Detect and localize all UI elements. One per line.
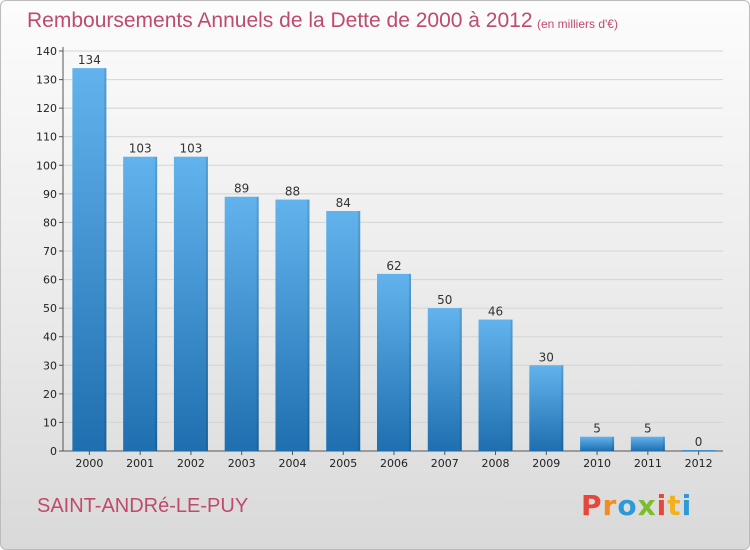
x-tick-label: 2010	[583, 457, 611, 470]
bar-shade	[612, 436, 615, 451]
y-tick-label: 20	[43, 388, 57, 401]
logo-letter: r	[602, 489, 618, 522]
bar-value-label: 84	[336, 196, 351, 210]
bar-shade	[409, 273, 411, 451]
y-tick-label: 10	[43, 416, 57, 429]
x-tick-label: 2000	[75, 457, 103, 470]
bar	[580, 436, 615, 451]
y-tick-label: 130	[36, 74, 57, 87]
x-tick-label: 2009	[532, 457, 560, 470]
bar	[478, 319, 513, 451]
x-tick-label: 2011	[634, 457, 662, 470]
bar	[681, 450, 716, 451]
bar	[427, 308, 462, 451]
y-tick-label: 140	[36, 45, 57, 58]
y-tick-label: 90	[43, 188, 57, 201]
x-tick-label: 2004	[278, 457, 306, 470]
bar	[529, 365, 564, 451]
bar	[123, 156, 158, 451]
bar-value-label: 103	[179, 142, 202, 156]
bar	[377, 273, 411, 451]
bar-shade	[459, 308, 462, 451]
bar-value-label: 30	[539, 350, 554, 364]
proxiti-logo[interactable]: Proxiti	[581, 489, 692, 522]
x-tick-label: 2007	[431, 457, 459, 470]
bar-shade	[155, 156, 158, 451]
x-tick-label: 2008	[482, 457, 510, 470]
bar-value-label: 134	[78, 53, 101, 67]
bar-value-label: 46	[488, 305, 503, 319]
x-tick-label: 2006	[380, 457, 408, 470]
logo-letter: i	[681, 489, 693, 522]
bar-value-label: 103	[129, 142, 152, 156]
y-tick-label: 80	[43, 216, 57, 229]
bar	[173, 156, 208, 451]
y-tick-label: 50	[43, 302, 57, 315]
y-tick-label: 100	[36, 159, 57, 172]
bar-shade	[104, 68, 107, 452]
bar-value-label: 88	[285, 185, 300, 199]
logo-letter: t	[667, 489, 682, 522]
x-tick-label: 2012	[685, 457, 713, 470]
bar-value-label: 5	[593, 422, 601, 436]
logo-letter: x	[637, 489, 657, 522]
bar-shade	[307, 199, 310, 451]
y-tick-label: 60	[43, 274, 57, 287]
bar-value-label: 50	[437, 293, 452, 307]
bar	[72, 68, 107, 452]
x-tick-label: 2003	[228, 457, 256, 470]
bar	[224, 196, 259, 451]
y-tick-label: 110	[36, 131, 57, 144]
bar-shade	[358, 211, 361, 451]
bar	[630, 436, 665, 451]
bar-value-label: 62	[386, 259, 401, 273]
y-tick-label: 0	[50, 445, 57, 458]
y-tick-label: 40	[43, 331, 57, 344]
bar-value-label: 0	[695, 435, 703, 449]
x-tick-label: 2001	[126, 457, 154, 470]
bar-value-label: 89	[234, 182, 249, 196]
logo-letter: o	[617, 489, 638, 522]
x-tick-label: 2005	[329, 457, 357, 470]
bar-shade	[662, 436, 665, 451]
bar-shade	[561, 365, 564, 451]
bar	[326, 211, 361, 451]
x-tick-label: 2002	[177, 457, 205, 470]
y-tick-label: 30	[43, 359, 57, 372]
commune-name: SAINT-ANDRé-LE-PUY	[37, 495, 249, 517]
logo-letter: i	[656, 489, 668, 522]
logo-letter: P	[581, 489, 603, 522]
chart-title: Remboursements Annuels de la Dette de 20…	[27, 9, 533, 32]
bar-shade	[256, 196, 259, 451]
y-tick-label: 120	[36, 102, 57, 115]
y-tick-label: 70	[43, 245, 57, 258]
bar-value-label: 5	[644, 422, 652, 436]
bar	[275, 199, 310, 451]
bar-shade	[510, 319, 513, 451]
bar-shade	[205, 156, 208, 451]
chart-subtitle: (en milliers d'€)	[537, 17, 618, 31]
